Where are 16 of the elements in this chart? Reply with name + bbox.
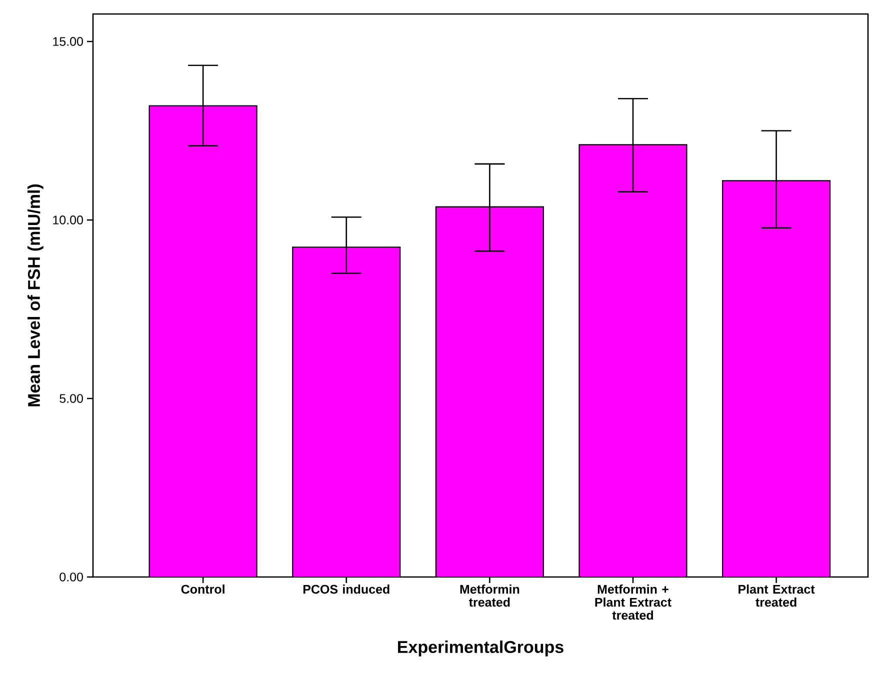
y-tick-label: 15.00 [53,37,83,46]
bar [148,105,258,577]
y-tick-label: 0.00 [60,572,83,582]
y-tick-label: 5.00 [60,394,83,403]
x-tick-label: Control [181,584,224,594]
bar [292,246,401,577]
x-tick-label: Metformin + Plant Extract treated [595,584,672,620]
x-axis-title: ExperimentalGroups [398,640,564,656]
bar [435,206,544,577]
y-tick-label: 10.00 [53,216,83,224]
x-tick-label: Metformin treated [460,584,520,607]
y-axis-title: Mean Level of FSH (mIU/ml) [28,184,44,406]
bar [579,144,687,577]
x-tick-label: PCOS induced [303,584,390,594]
bar [722,180,831,577]
x-tick-label: Plant Extract treated [738,584,815,607]
